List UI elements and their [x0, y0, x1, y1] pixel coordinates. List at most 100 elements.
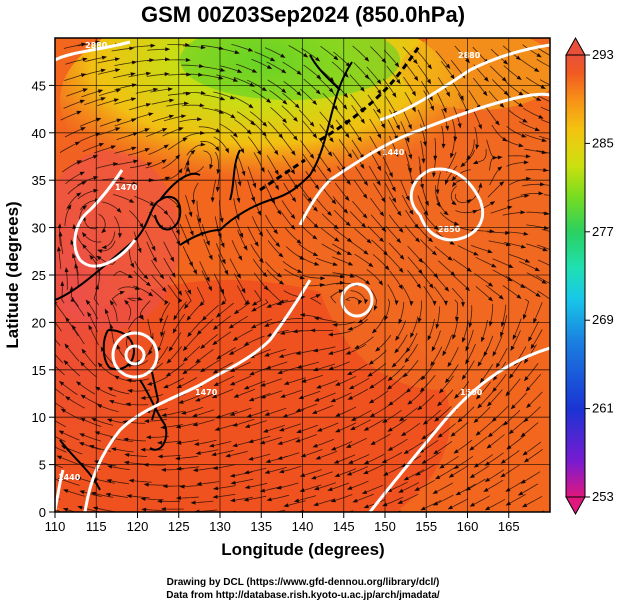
streamline — [246, 79, 265, 91]
streamline — [114, 147, 134, 154]
wind-arrow — [126, 494, 132, 499]
streamline — [253, 152, 264, 171]
streamline — [351, 139, 363, 158]
streamline — [353, 179, 367, 197]
wind-arrow — [312, 367, 319, 372]
streamline — [387, 119, 398, 138]
wind-arrow — [409, 301, 414, 307]
streamline — [366, 269, 382, 284]
wind-arrow — [293, 135, 298, 141]
y-tick-label: 5 — [39, 458, 46, 473]
wind-arrow — [377, 89, 382, 95]
streamline — [202, 333, 219, 348]
streamline — [474, 202, 493, 212]
streamline — [161, 315, 169, 335]
streamline — [459, 406, 475, 421]
streamline — [434, 137, 436, 158]
streamline — [405, 441, 424, 453]
streamline — [422, 261, 437, 277]
streamline — [97, 69, 118, 75]
wind-arrow — [182, 137, 188, 142]
streamline — [231, 343, 250, 354]
streamline — [319, 111, 333, 128]
streamline — [249, 409, 269, 417]
streamline — [179, 274, 191, 293]
streamline — [199, 481, 220, 485]
wind-arrow — [266, 64, 273, 70]
streamline — [231, 44, 251, 51]
wind-arrow — [331, 514, 336, 518]
wind-arrow — [459, 95, 464, 101]
streamline — [474, 126, 478, 147]
streamline — [297, 434, 317, 442]
wind-arrow — [492, 387, 497, 393]
streamline — [213, 273, 224, 292]
streamline — [236, 388, 256, 397]
streamline — [330, 347, 351, 354]
streamline — [93, 418, 114, 426]
wind-arrow — [347, 485, 353, 490]
streamline — [284, 268, 303, 279]
wind-arrow — [266, 332, 272, 337]
streamline — [333, 51, 349, 66]
wind-arrow — [144, 419, 149, 424]
streamline — [96, 266, 100, 287]
streamline — [91, 445, 112, 452]
streamline — [450, 465, 469, 477]
wind-arrow — [278, 354, 284, 358]
x-tick-label: 155 — [415, 519, 437, 534]
streamline — [198, 449, 219, 454]
streamline — [234, 216, 243, 236]
streamline — [265, 261, 281, 277]
streamline — [502, 45, 519, 59]
wind-arrow — [144, 128, 150, 133]
wind-arrow — [551, 55, 556, 59]
streamline — [318, 379, 338, 388]
streamline — [352, 200, 366, 217]
wind-arrow — [237, 69, 243, 73]
streamline — [65, 172, 83, 185]
wind-arrow — [181, 114, 187, 119]
wind-arrow — [165, 47, 171, 52]
streamline — [144, 230, 155, 249]
wind-arrow — [510, 404, 516, 410]
streamline — [301, 390, 321, 399]
wind-arrow — [473, 251, 479, 256]
streamline — [315, 498, 336, 506]
wind-arrow — [333, 55, 339, 61]
streamline — [524, 495, 543, 507]
streamline — [131, 513, 151, 515]
wind-arrow — [107, 387, 113, 392]
streamline — [506, 162, 526, 167]
streamline — [457, 245, 477, 255]
streamline — [63, 100, 83, 109]
wind-arrow — [164, 300, 169, 306]
streamline — [283, 81, 300, 95]
wind-arrow — [328, 366, 334, 371]
streamline — [182, 45, 203, 48]
wind-arrow — [139, 223, 144, 229]
streamline — [477, 420, 494, 435]
wind-arrow — [405, 195, 410, 202]
wind-arrow — [234, 50, 240, 54]
streamline — [450, 59, 464, 77]
wind-arrow — [185, 57, 191, 62]
streamline — [451, 135, 455, 156]
streamline — [196, 200, 201, 221]
streamline — [486, 469, 505, 481]
streamline — [531, 329, 543, 348]
x-tick-label: 140 — [292, 519, 314, 534]
wind-arrow — [232, 422, 238, 427]
streamline — [65, 361, 81, 377]
streamline — [163, 115, 184, 122]
wind-arrow — [376, 79, 382, 85]
wind-arrow — [188, 211, 193, 218]
streamline — [99, 405, 119, 413]
streamline — [420, 140, 424, 161]
wind-arrow — [168, 346, 174, 352]
wind-arrow — [453, 449, 459, 454]
streamline — [435, 185, 440, 205]
wind-arrow — [477, 361, 482, 367]
wind-arrow — [123, 437, 129, 442]
temperature-field — [55, 38, 550, 512]
